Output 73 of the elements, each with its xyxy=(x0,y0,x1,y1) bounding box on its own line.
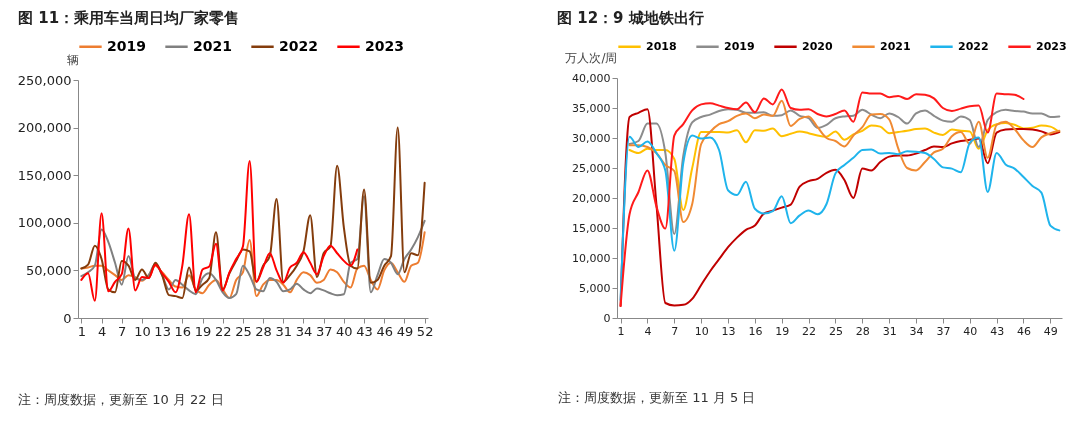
chart-title: 图 11：乘用车当周日均厂家零售 xyxy=(18,9,240,27)
x-tick-label: 34 xyxy=(295,323,313,339)
line-series xyxy=(619,108,1061,307)
x-tick-label: 25 xyxy=(235,323,252,339)
text: 注：周度数据，更新至 10 月 22 日 xyxy=(18,391,225,409)
x-tick-label: 46 xyxy=(1017,324,1031,338)
x-tick-label: 40 xyxy=(963,324,978,338)
line-series xyxy=(619,88,1025,307)
chart-title: 图 12：9 城地铁出行 xyxy=(557,9,704,27)
x-tick-label: 43 xyxy=(990,324,1005,338)
legend-label: 2023 xyxy=(1036,39,1067,53)
line-series xyxy=(628,99,1061,223)
y-tick-label: 35,000 xyxy=(572,101,611,115)
x-tick-label: 4 xyxy=(97,323,107,339)
line-series xyxy=(628,108,1061,235)
x-tick-label: 49 xyxy=(396,323,414,339)
text: 注：周度数据，更新至 11 月 5 日 xyxy=(558,389,757,407)
x-tick-label: 13 xyxy=(154,323,171,339)
x-tick-label: 7 xyxy=(671,324,679,338)
y-tick-label: 150,000 xyxy=(17,167,72,183)
x-tick-label: 49 xyxy=(1043,324,1058,338)
line-series xyxy=(628,122,1061,211)
x-tick-label: 10 xyxy=(694,324,709,338)
y-tick-label: 0 xyxy=(63,310,72,326)
x-tick-label: 7 xyxy=(118,323,127,339)
x-tick-label: 37 xyxy=(936,324,951,338)
x-tick-label: 16 xyxy=(748,324,763,338)
y-tick-label: 200,000 xyxy=(17,120,72,136)
x-tick-label: 22 xyxy=(802,324,817,338)
legend-label: 2021 xyxy=(880,39,911,53)
x-tick-label: 4 xyxy=(644,324,652,338)
legend-label: 2020 xyxy=(802,39,833,53)
x-tick-label: 28 xyxy=(855,324,870,338)
y-tick-label: 40,000 xyxy=(572,71,611,85)
legend-label: 2018 xyxy=(646,39,677,53)
y-tick-label: 250,000 xyxy=(17,72,72,88)
x-tick-label: 1 xyxy=(77,323,87,339)
x-tick-label: 31 xyxy=(275,323,293,339)
y-axis-title: 万人次/周 xyxy=(565,50,618,65)
x-tick-label: 37 xyxy=(315,323,333,339)
y-tick-label: 20,000 xyxy=(572,191,611,205)
x-tick-label: 19 xyxy=(194,323,212,339)
x-tick-label: 52 xyxy=(416,323,434,339)
legend-label: 2019 xyxy=(724,39,755,53)
y-tick-label: 50,000 xyxy=(26,262,72,278)
y-tick-label: 5,000 xyxy=(579,281,611,295)
legend-label: 2021 xyxy=(193,37,232,54)
x-tick-label: 28 xyxy=(255,323,272,339)
x-tick-label: 22 xyxy=(214,323,232,339)
line-series xyxy=(80,126,426,300)
x-tick-label: 46 xyxy=(376,323,394,339)
legend-label: 2022 xyxy=(279,37,318,54)
x-tick-label: 25 xyxy=(828,324,843,338)
y-tick-label: 15,000 xyxy=(572,221,611,235)
y-tick-label: 25,000 xyxy=(572,161,611,175)
x-tick-label: 31 xyxy=(882,324,897,338)
y-tick-label: 30,000 xyxy=(572,131,611,145)
y-axis-title: 辆 xyxy=(66,52,79,67)
x-tick-label: 10 xyxy=(134,323,151,339)
x-tick-label: 1 xyxy=(617,324,625,338)
line-series xyxy=(80,159,359,302)
x-tick-label: 13 xyxy=(721,324,736,338)
legend-label: 2022 xyxy=(958,39,989,53)
y-tick-label: 0 xyxy=(603,311,611,325)
legend-label: 2019 xyxy=(107,37,146,54)
y-tick-label: 100,000 xyxy=(17,215,72,231)
legend-label: 2023 xyxy=(365,37,404,54)
x-tick-label: 16 xyxy=(174,323,192,339)
x-tick-label: 43 xyxy=(356,323,373,339)
x-tick-label: 19 xyxy=(775,324,790,338)
x-tick-label: 40 xyxy=(336,323,353,339)
x-tick-label: 34 xyxy=(909,324,924,338)
y-tick-label: 10,000 xyxy=(572,251,611,265)
